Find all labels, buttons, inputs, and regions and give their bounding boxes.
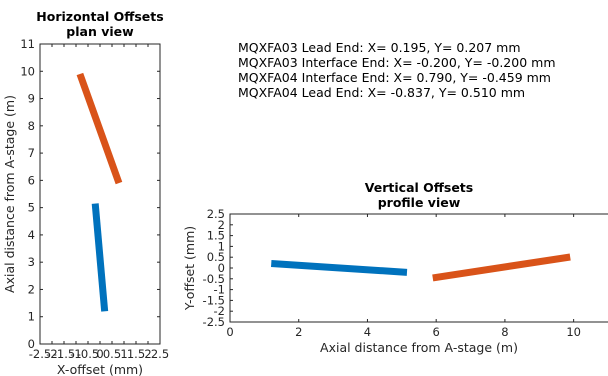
y-tick-label: 1 (28, 310, 35, 324)
x-axis-label: Axial distance from A-stage (m) (320, 340, 518, 355)
y-tick-label: 2 (218, 218, 225, 232)
series-line-2 (432, 253, 571, 282)
y-tick-label: 9 (28, 92, 35, 106)
x-tick-label: 0.5 (103, 347, 121, 361)
chart-title-line-1: Horizontal Offsets (36, 9, 163, 24)
y-tick-label: 0 (28, 337, 35, 351)
x-tick-label: 6 (433, 325, 440, 339)
x-tick-label: 0 (96, 347, 103, 361)
x-tick-label: -2 (46, 347, 57, 361)
x-tick-label: 4 (364, 325, 371, 339)
y-tick-label: -2.5 (203, 315, 225, 329)
y-tick-label: -2 (214, 304, 225, 318)
x-axis-label: X-offset (mm) (57, 362, 143, 376)
chart-title-line-2: plan view (66, 24, 134, 39)
x-tick-label: 2.5 (151, 347, 169, 361)
x-tick-label: 2 (144, 347, 151, 361)
y-tick-label: 0 (218, 261, 225, 275)
y-tick-label: -0.5 (203, 272, 225, 286)
y-tick-label: 4 (28, 228, 35, 242)
x-tick-label: 2 (295, 325, 302, 339)
annotation-line-4: MQXFA04 Lead End: X= -0.837, Y= 0.510 mm (238, 85, 525, 100)
axes-box (39, 43, 161, 345)
y-tick-label: 10 (20, 64, 35, 78)
series-line-2 (76, 72, 123, 185)
y-tick-label: 1 (218, 239, 225, 253)
chart-horizontal-offsets: -2.5-2-1.5-1-0.50 0.5 1 1.5 2 2.5012345678910… (2, 9, 169, 376)
y-tick-label: 5 (28, 201, 35, 215)
chart-title-line-1: Vertical Offsets (365, 180, 473, 195)
y-tick-label: -1.5 (203, 293, 225, 307)
y-axis-label: Y-offset (mm) (182, 226, 197, 311)
chart-title-line-2: profile view (378, 195, 461, 210)
y-axis-label: Axial distance from A-stage (m) (2, 95, 17, 293)
x-tick-label: 0 (226, 325, 233, 339)
y-tick-label: 1.5 (207, 229, 225, 243)
y-tick-label: 7 (28, 146, 35, 160)
y-tick-label: 2.5 (207, 207, 225, 221)
annotation-line-1: MQXFA03 Lead End: X= 0.195, Y= 0.207 mm (238, 40, 521, 55)
y-tick-label: 8 (28, 119, 35, 133)
y-tick-label: 3 (28, 255, 35, 269)
x-tick-label: -2.5 (29, 347, 51, 361)
x-tick-label: 1 (120, 347, 127, 361)
x-tick-label: -1.5 (53, 347, 75, 361)
annotation-line-3: MQXFA04 Interface End: X= 0.790, Y= -0.4… (238, 70, 551, 85)
series-line-1 (91, 203, 109, 312)
x-tick-label: -1 (70, 347, 81, 361)
x-tick-label: -0.5 (77, 347, 99, 361)
y-tick-label: 6 (28, 173, 35, 187)
annotation-line-2: MQXFA03 Interface End: X= -0.200, Y= -0.… (238, 55, 556, 70)
x-tick-label: 10 (566, 325, 581, 339)
chart-vertical-offsets: 0 2 4 6 8 10-2.5-2-1.5-1-0.500.511.522.5Verti… (182, 180, 608, 355)
y-tick-label: 11 (20, 37, 35, 51)
y-tick-label: -1 (214, 283, 225, 297)
y-tick-label: 2 (28, 282, 35, 296)
annotation-block: MQXFA03 Lead End: X= 0.195, Y= 0.207 mm … (238, 40, 556, 100)
x-tick-label: 8 (501, 325, 508, 339)
y-tick-label: 0.5 (207, 250, 225, 264)
x-tick-label: 1.5 (127, 347, 145, 361)
series-line-1 (271, 260, 408, 276)
